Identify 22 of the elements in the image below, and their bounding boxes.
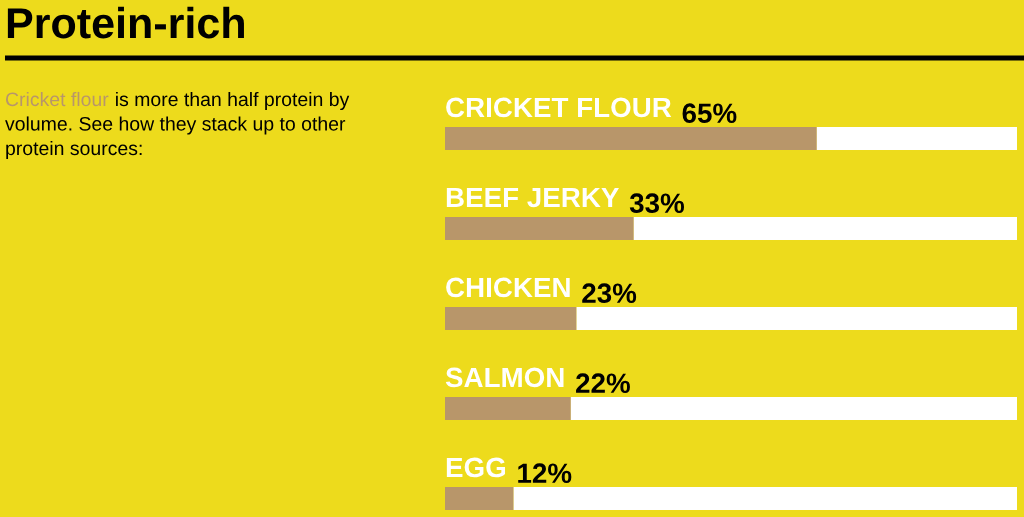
y-tick-label: EGG	[446, 457, 506, 478]
bar	[513, 487, 1017, 510]
data-label: 23%	[582, 283, 637, 304]
y-tick-label: BEEF JERKY	[446, 187, 619, 208]
y-tick-label: CRICKET FLOUR	[446, 97, 672, 118]
bar	[570, 397, 1017, 420]
data-label: 33%	[629, 193, 685, 214]
data-label: 65%	[682, 103, 737, 124]
bar	[445, 127, 817, 150]
data-label: 22%	[576, 373, 630, 393]
bar	[816, 127, 1017, 150]
bar	[576, 307, 1017, 330]
bar	[445, 397, 571, 420]
bar	[633, 217, 1017, 240]
y-tick-label: CHICKEN	[446, 277, 570, 298]
bar	[445, 217, 634, 240]
bar	[445, 307, 577, 330]
text: Cricket flour is more than half protein by volume. See how they stack up to other protein sources:	[5, 91, 350, 160]
bar	[445, 487, 514, 510]
chart-title: Protein-rich	[7, 6, 244, 39]
y-tick-label: SALMON	[445, 367, 564, 388]
data-label: 12%	[518, 463, 572, 483]
